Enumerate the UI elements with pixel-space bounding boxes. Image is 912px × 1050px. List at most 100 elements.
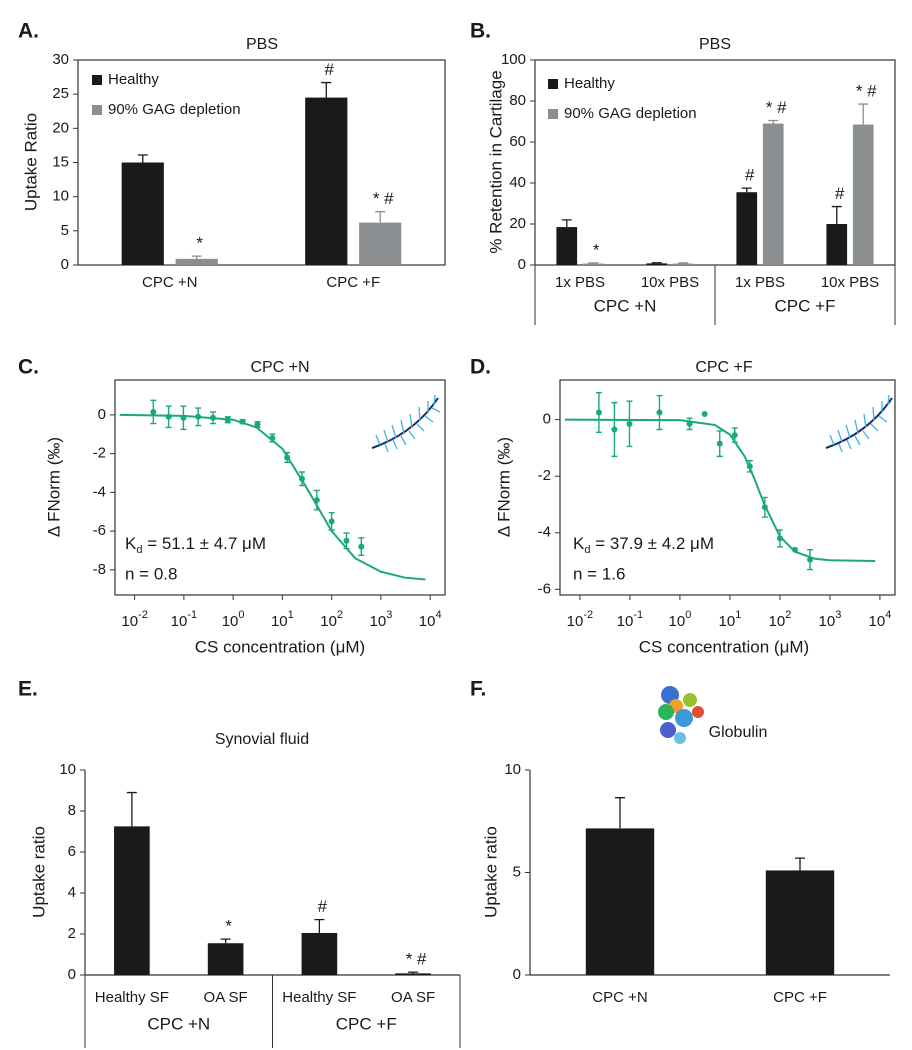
- y-tick-label: 20: [509, 215, 526, 232]
- error-bar: [678, 262, 689, 264]
- y-tick-label: -6: [538, 580, 551, 597]
- bar: [585, 828, 655, 975]
- legend-label: 90% GAG depletion: [108, 101, 241, 118]
- y-tick-label: 10: [504, 761, 521, 778]
- data-point: [761, 504, 768, 511]
- group-label: CPC +F: [775, 296, 836, 315]
- error-bar: [795, 857, 805, 871]
- x-tick-label: Healthy SF: [95, 989, 169, 1006]
- data-point: [269, 435, 276, 442]
- x-tick-exponent: 3: [386, 609, 392, 621]
- data-point: [254, 421, 261, 428]
- legend-swatch: [92, 105, 102, 115]
- kd-text: = 37.9 ± 4.2 μM: [590, 534, 714, 553]
- data-point: [328, 518, 335, 525]
- y-tick-label: 5: [61, 222, 69, 239]
- plot-frame: [114, 379, 446, 596]
- fern-icon: [825, 394, 893, 453]
- x-tick-exponent: 0: [238, 609, 244, 621]
- data-point: [626, 420, 633, 427]
- significance-marker: *: [225, 917, 232, 936]
- y-tick-label: 0: [513, 966, 521, 983]
- y-tick-label: 30: [52, 51, 69, 68]
- y-axis-label: % Retention in Cartilage: [486, 70, 505, 253]
- significance-marker: *: [593, 240, 600, 259]
- error-bar: [220, 938, 231, 944]
- x-tick-base: 10: [617, 613, 634, 630]
- x-tick-label: 1x PBS: [735, 274, 785, 291]
- bar: [826, 224, 848, 265]
- significance-marker: * #: [373, 189, 394, 208]
- error-bar: [768, 119, 779, 124]
- group-label: CPC +F: [336, 1014, 397, 1033]
- x-tick-label: CPC +F: [326, 274, 380, 291]
- y-axis-label: Δ FNorm (‰): [494, 437, 513, 537]
- bar: [672, 263, 694, 265]
- plot-frame: [559, 379, 896, 596]
- x-tick-exponent: -2: [138, 609, 148, 621]
- x-tick-label: CPC +N: [142, 274, 197, 291]
- data-point: [195, 413, 202, 420]
- x-tick-base: 10: [869, 613, 886, 630]
- bar: [395, 973, 431, 975]
- group-label: CPC +N: [594, 296, 657, 315]
- x-tick-exponent: -1: [187, 609, 197, 621]
- x-tick-exponent: -1: [633, 609, 643, 621]
- data-point: [791, 546, 798, 553]
- data-point: [239, 418, 246, 425]
- x-tick-exponent: 1: [735, 609, 741, 621]
- x-tick-label: 10-1: [617, 609, 643, 630]
- error-bar: [858, 103, 869, 125]
- panel-label: B.: [470, 20, 491, 43]
- data-point: [595, 409, 602, 416]
- x-tick-label: 104: [869, 609, 892, 630]
- x-tick-label: 101: [719, 609, 742, 630]
- fit-curve: [119, 413, 426, 581]
- y-axis-label: Uptake ratio: [481, 826, 500, 918]
- x-tick-base: 10: [567, 613, 584, 630]
- bar: [305, 97, 348, 265]
- error-bar: [741, 187, 752, 193]
- x-tick-label: 103: [370, 609, 393, 630]
- x-tick-label: 103: [819, 609, 842, 630]
- x-tick-base: 10: [719, 613, 736, 630]
- x-tick-base: 10: [669, 613, 686, 630]
- y-tick-label: -2: [93, 445, 106, 462]
- x-tick-base: 10: [320, 613, 337, 630]
- x-tick-base: 10: [271, 613, 288, 630]
- kd-annotation: Kd = 37.9 ± 4.2 μM: [573, 534, 714, 555]
- data-point: [716, 440, 723, 447]
- bar: [646, 263, 668, 265]
- x-tick-label: 10x PBS: [821, 274, 879, 291]
- x-tick-base: 10: [121, 613, 138, 630]
- x-tick-label: OA SF: [204, 989, 248, 1006]
- data-point: [686, 420, 693, 427]
- significance-marker: *: [196, 234, 203, 253]
- data-point: [165, 413, 172, 420]
- hill-annotation: n = 1.6: [573, 564, 625, 583]
- bar: [765, 870, 835, 975]
- legend-label: Healthy: [564, 75, 615, 92]
- y-axis-label: Δ FNorm (‰): [44, 437, 63, 537]
- chart-title: Synovial fluid: [215, 731, 309, 748]
- bar: [114, 826, 150, 975]
- data-point: [807, 556, 814, 563]
- error-bar: [191, 255, 202, 259]
- error-bar: [321, 81, 332, 98]
- legend-swatch: [92, 75, 102, 85]
- x-tick-label: 102: [769, 609, 792, 630]
- x-axis-label: CS concentration (μM): [639, 637, 809, 656]
- kd-symbol: K: [573, 534, 585, 553]
- hill-annotation: n = 0.8: [125, 564, 177, 583]
- x-tick-exponent: 4: [435, 609, 441, 621]
- x-tick-exponent: 1: [288, 609, 294, 621]
- panel-label: F.: [470, 678, 486, 701]
- x-tick-exponent: 3: [835, 609, 841, 621]
- x-tick-exponent: 0: [685, 609, 691, 621]
- y-tick-label: 0: [98, 406, 106, 423]
- error-bar: [615, 797, 625, 829]
- data-point: [731, 432, 738, 439]
- bar: [762, 123, 784, 265]
- y-tick-label: 6: [68, 843, 76, 860]
